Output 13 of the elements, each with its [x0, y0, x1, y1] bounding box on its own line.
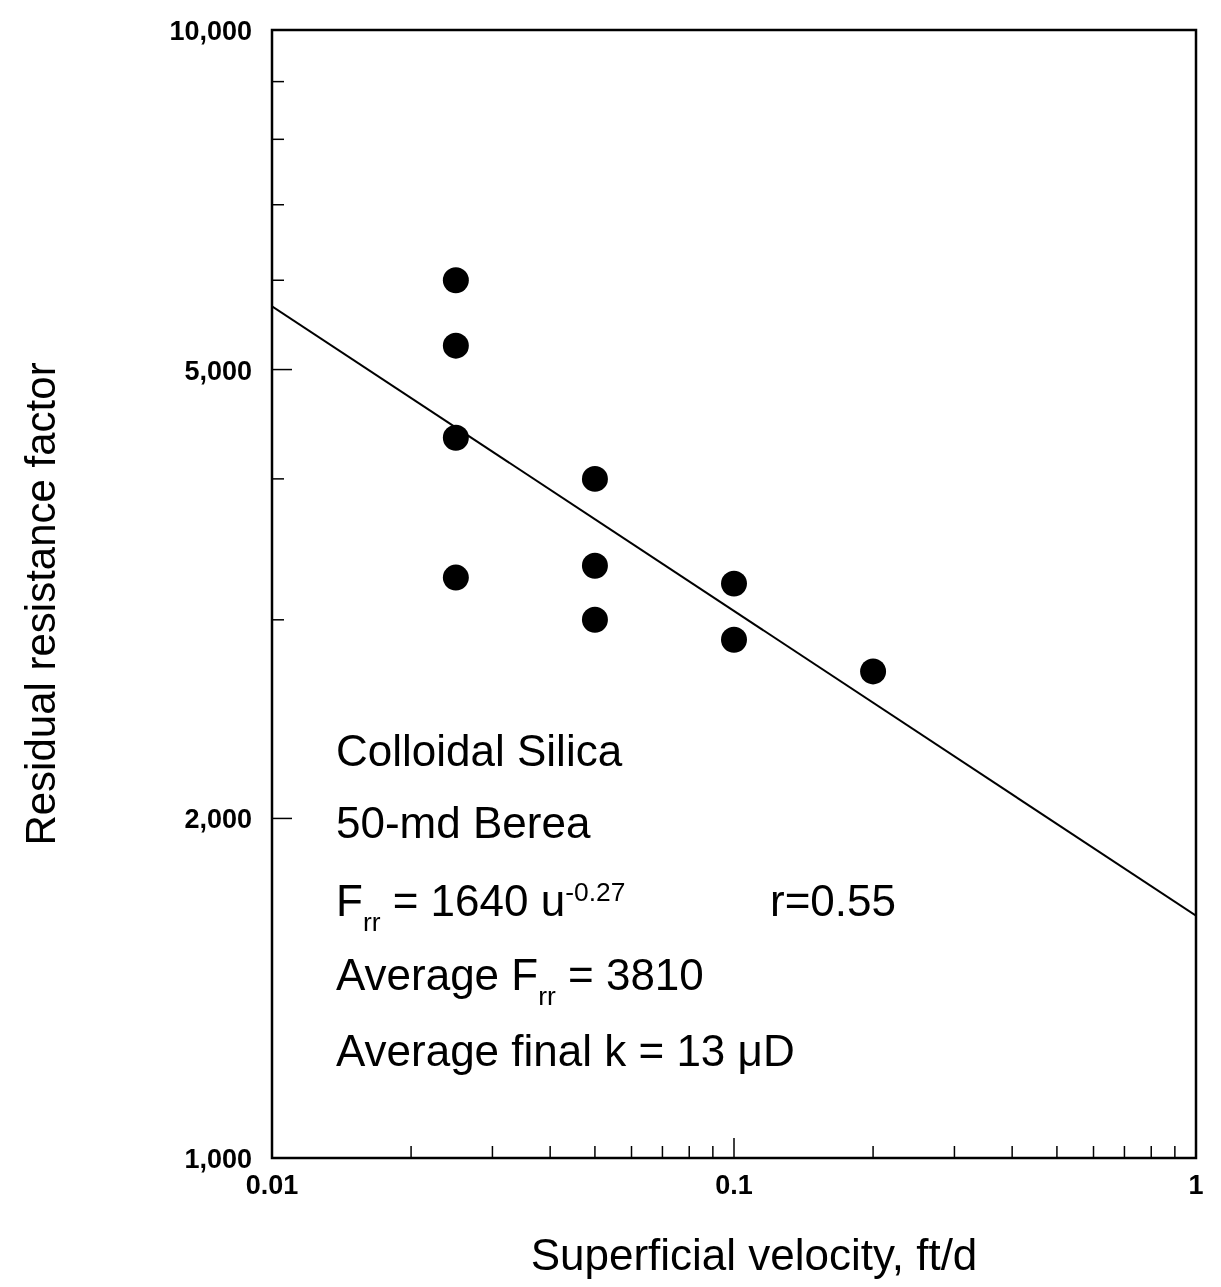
- y-tick-label: 10,000: [169, 16, 252, 46]
- annotation: F$_{rr}$ = 1640 u$^{-0.27}$: [336, 876, 626, 937]
- annotation: Average F$_{rr}$ = 3810: [336, 950, 704, 1011]
- y-tick-label: 2,000: [184, 804, 252, 835]
- y-axis-title: Residual resistance factor: [17, 362, 64, 846]
- x-tick-label: 0.1: [715, 1170, 753, 1200]
- annotation: Colloidal Silica: [336, 726, 623, 775]
- annotation: 50-md Berea: [336, 798, 591, 847]
- y-tick-label: 5,000: [184, 355, 252, 386]
- x-tick-label: 1: [1188, 1170, 1204, 1200]
- annotation: r=0.55: [770, 876, 896, 925]
- annotation: Average final k = 13 μD: [336, 1026, 795, 1075]
- x-axis-title: Superficial velocity, ft/d: [530, 1230, 978, 1279]
